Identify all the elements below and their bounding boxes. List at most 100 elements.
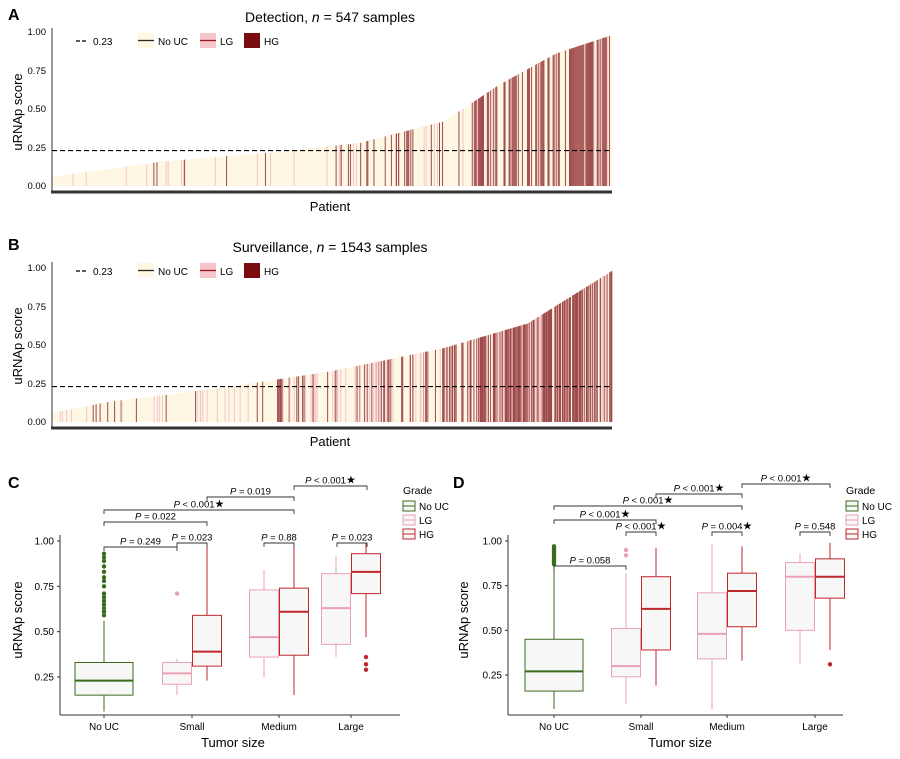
significance-bracket xyxy=(103,546,178,551)
p-value-label: P = 0.058 xyxy=(570,556,611,567)
panel-b-bars xyxy=(52,271,613,422)
no-uc-bar xyxy=(328,146,331,186)
no-uc-bar xyxy=(84,172,87,186)
no-uc-bar xyxy=(464,341,467,422)
no-uc-bar xyxy=(114,168,117,186)
no-uc-bar xyxy=(174,393,177,422)
y-tick-label: 0.75 xyxy=(483,581,503,592)
no-uc-bar xyxy=(104,169,107,186)
no-uc-bar xyxy=(208,389,211,422)
no-uc-bar xyxy=(228,156,231,186)
no-uc-bar xyxy=(100,403,103,422)
no-uc-bar xyxy=(602,276,605,422)
x-tick-label: Large xyxy=(802,722,828,733)
no-uc-bar xyxy=(552,307,555,422)
no-uc-bar xyxy=(220,156,223,186)
no-uc-bar xyxy=(60,411,63,422)
no-uc-bar xyxy=(258,153,261,186)
no-uc-bar xyxy=(442,121,445,186)
no-uc-bar xyxy=(54,176,57,186)
no-uc-bar xyxy=(300,149,303,186)
no-uc-bar xyxy=(584,43,587,186)
no-uc-bar xyxy=(404,356,407,422)
panel-a-legend: 0.23 No UC LG HG xyxy=(76,33,279,48)
no-uc-bar xyxy=(218,156,221,186)
significance-bracket xyxy=(711,531,743,536)
panel-d-brackets: P = 0.058 P < 0.001★ P = 0.004★ P = 0.548 P … xyxy=(553,473,836,570)
no-uc-bar xyxy=(76,407,79,422)
no-uc-bar xyxy=(102,169,105,186)
no-uc-bar xyxy=(316,147,319,186)
no-uc-bar xyxy=(294,376,297,422)
no-uc-bar xyxy=(472,102,475,186)
no-uc-bar xyxy=(68,409,71,422)
lg-box xyxy=(249,589,279,658)
no-uc-bar xyxy=(436,349,439,422)
no-uc-bar xyxy=(122,400,125,422)
no-uc-bar xyxy=(142,397,145,422)
no-uc-bar xyxy=(378,138,381,186)
significance-bracket xyxy=(206,496,295,501)
no-uc-bar xyxy=(594,281,597,422)
no-uc-bar xyxy=(144,397,147,422)
no-uc-bar xyxy=(590,284,593,422)
no-uc-bar xyxy=(336,145,339,186)
no-uc-bar xyxy=(584,287,587,422)
no-uc-bar xyxy=(600,277,603,422)
no-uc-bar xyxy=(160,161,163,186)
x-tick-label: Medium xyxy=(261,722,297,733)
legend-hg-label: HG xyxy=(264,267,279,278)
no-uc-bar xyxy=(140,397,143,422)
panel-d-legend: Grade No UC LG HG xyxy=(845,485,892,541)
hg-box xyxy=(279,587,309,656)
p-value-label: P = 0.88 xyxy=(261,533,297,544)
no-uc-bar xyxy=(114,401,117,422)
no-uc-outlier xyxy=(101,591,107,596)
no-uc-bar xyxy=(204,389,207,422)
legend-no-uc-label: No UC xyxy=(158,37,188,48)
panel-d-boxes: 0.25 0.50 0.75 1.00 No UC Small Medium Large xyxy=(483,535,845,733)
no-uc-bar xyxy=(410,354,413,422)
no-uc-bar xyxy=(440,122,443,186)
no-uc-bar xyxy=(130,165,133,186)
panel-d: D uRNAp score Tumor size 0.25 0.50 0.75 1.0… xyxy=(453,473,892,751)
no-uc-bar xyxy=(324,372,327,422)
panel-b-title: Surveillance, n = 1543 samples xyxy=(233,239,428,255)
panel-b-letter: B xyxy=(8,237,20,254)
no-uc-bar xyxy=(218,388,221,422)
lg-box xyxy=(785,561,815,631)
no-uc-bar xyxy=(154,162,157,186)
no-uc-bar xyxy=(212,157,215,186)
hg-outlier xyxy=(827,662,833,667)
no-uc-bar xyxy=(90,171,93,186)
significance-bracket xyxy=(293,485,368,490)
no-uc-bar xyxy=(274,379,277,422)
no-uc-bar xyxy=(350,367,353,422)
no-uc-outlier xyxy=(101,569,107,575)
no-uc-bar xyxy=(434,123,437,186)
no-uc-bar xyxy=(254,153,257,186)
panel-c-ylabel: uRNAp score xyxy=(10,581,25,658)
no-uc-bar xyxy=(296,149,299,186)
no-uc-outlier xyxy=(101,564,107,569)
no-uc-bar xyxy=(134,165,137,186)
no-uc-bar xyxy=(298,149,301,186)
no-uc-bar xyxy=(236,155,239,186)
no-uc-bar xyxy=(234,155,237,186)
no-uc-bar xyxy=(250,154,253,186)
panel-a-ylabel: uRNAp score xyxy=(10,73,25,150)
no-uc-bar xyxy=(82,406,85,422)
p-value-label: P = 0.548 xyxy=(795,522,836,533)
hg-outlier xyxy=(363,654,369,660)
no-uc-bar xyxy=(118,400,121,422)
no-uc-outlier xyxy=(101,595,107,600)
no-uc-bar xyxy=(116,167,119,186)
panel-b-ytick-label: 1.00 xyxy=(28,263,47,274)
panel-d-ylabel: uRNAp score xyxy=(456,581,471,658)
panel-b-title-prefix: Surveillance, xyxy=(233,239,317,255)
no-uc-bar xyxy=(408,355,411,422)
no-uc-bar xyxy=(302,149,305,186)
significance-bracket xyxy=(103,521,208,526)
no-uc-bar xyxy=(58,411,61,422)
